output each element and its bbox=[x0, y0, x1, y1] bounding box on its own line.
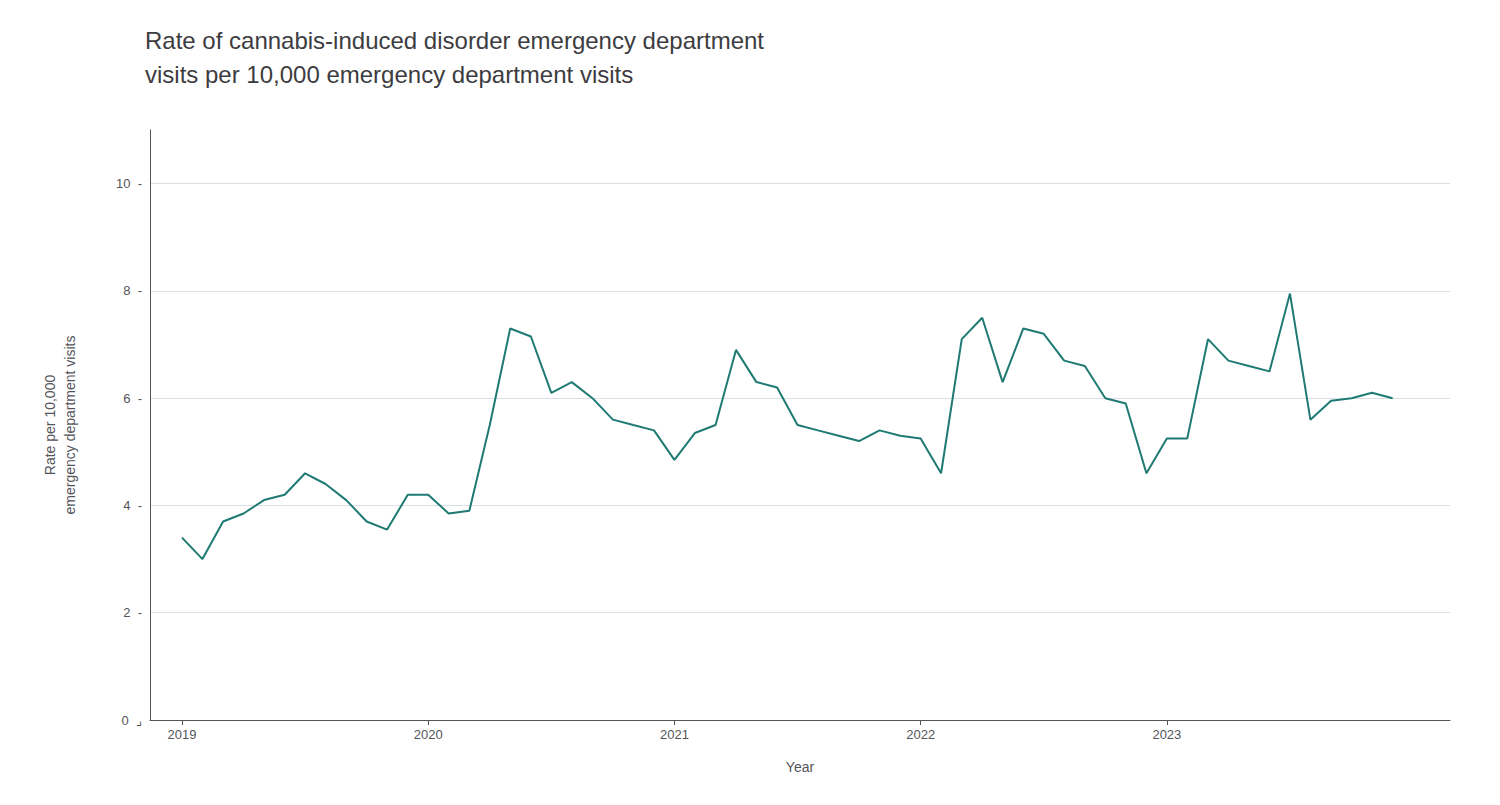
svg-text:Year: Year bbox=[786, 759, 815, 775]
svg-text:Rate per 10,000: Rate per 10,000 bbox=[42, 375, 58, 476]
svg-text:2023: 2023 bbox=[1152, 727, 1181, 742]
svg-text:4 -: 4 - bbox=[123, 498, 142, 513]
svg-text:2022: 2022 bbox=[906, 727, 935, 742]
svg-text:2019: 2019 bbox=[168, 727, 197, 742]
svg-text:visits per 10,000 emergency de: visits per 10,000 emergency department v… bbox=[145, 61, 633, 88]
svg-text:emergency department visits: emergency department visits bbox=[62, 336, 78, 515]
svg-text:2021: 2021 bbox=[660, 727, 689, 742]
svg-text:2 -: 2 - bbox=[123, 605, 142, 620]
svg-text:6 -: 6 - bbox=[123, 391, 142, 406]
svg-text:8 -: 8 - bbox=[123, 283, 142, 298]
svg-text:Rate of cannabis-induced disor: Rate of cannabis-induced disorder emerge… bbox=[145, 27, 764, 54]
svg-text:2020: 2020 bbox=[414, 727, 443, 742]
svg-text:0 ⌟: 0 ⌟ bbox=[121, 713, 142, 728]
svg-text:10 -: 10 - bbox=[116, 176, 142, 191]
